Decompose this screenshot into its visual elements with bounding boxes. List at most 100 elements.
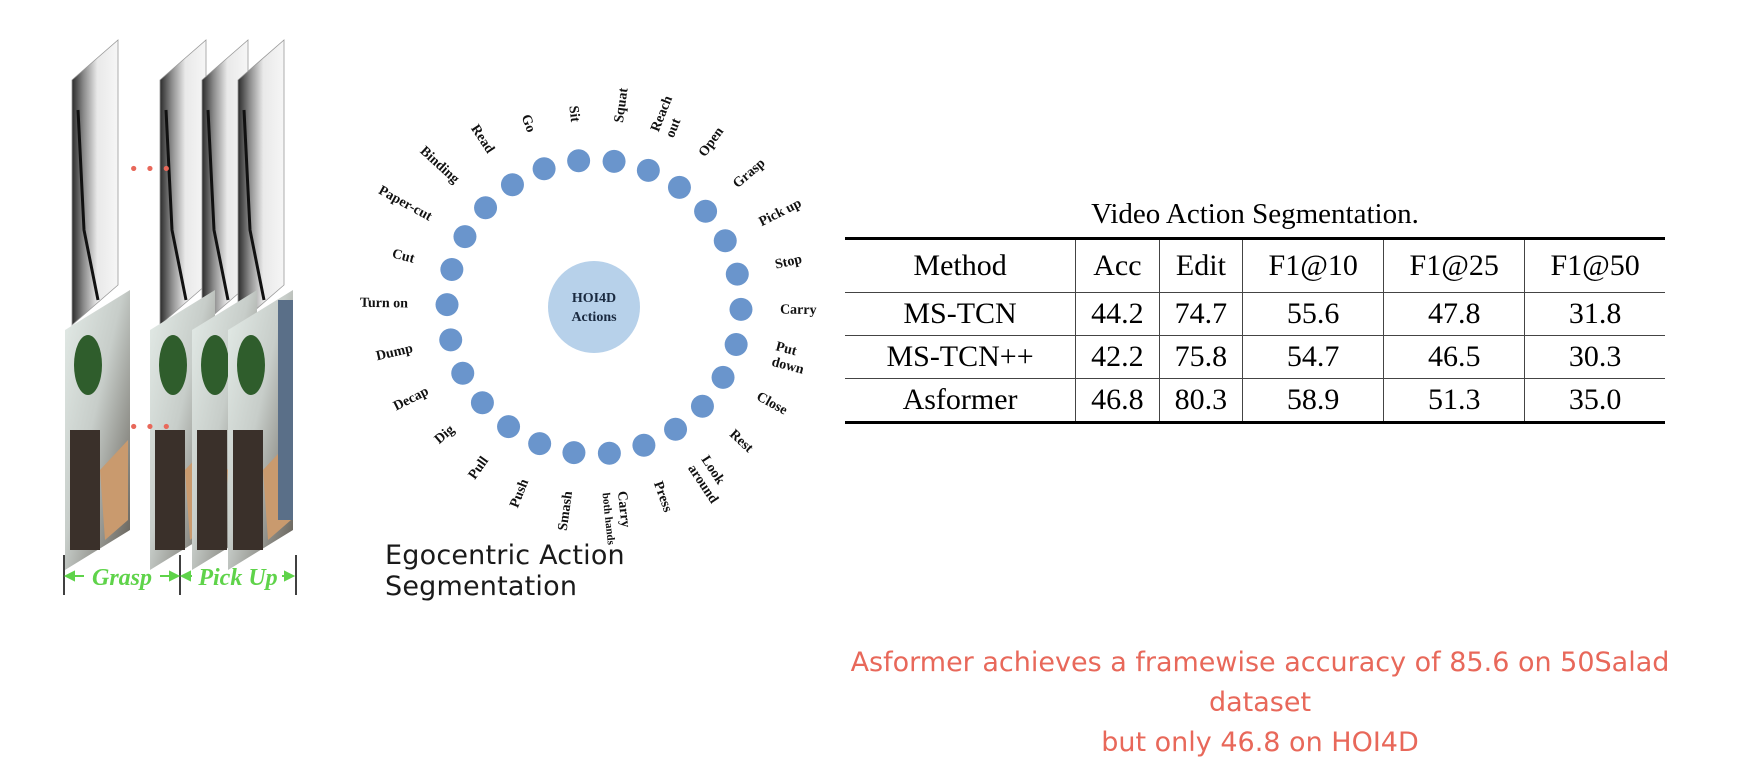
- action-dot: [725, 262, 749, 286]
- cell-f1-50: 31.8: [1524, 292, 1665, 336]
- action-label: Pick up: [757, 196, 805, 230]
- action-label: Grasp: [730, 156, 768, 192]
- action-dot: [562, 441, 586, 465]
- cell-edit: 80.3: [1158, 378, 1243, 423]
- action-label: Close: [754, 390, 790, 419]
- header-f1-10: F1@10: [1242, 238, 1384, 293]
- ellipsis-bottom: • • •: [128, 417, 171, 438]
- action-label-text: Turn on: [360, 296, 409, 312]
- action-label: Pull: [466, 454, 492, 482]
- cell-f1-10: 58.9: [1242, 378, 1384, 423]
- action-label-text: Close: [754, 390, 790, 419]
- action-dot: [532, 157, 556, 181]
- action-dot: [667, 175, 691, 199]
- action-label: Cut: [390, 247, 416, 267]
- segment-label-grasp: Grasp: [92, 565, 152, 591]
- action-label: Go: [518, 113, 538, 135]
- action-dot: [470, 391, 494, 415]
- results-table: Method Acc Edit F1@10 F1@25 F1@50 MS-TCN…: [845, 237, 1665, 424]
- cell-f1-10: 55.6: [1242, 292, 1384, 336]
- segment-arrows: [63, 570, 296, 582]
- depth-frame-2: [159, 39, 207, 326]
- action-dot: [500, 173, 524, 197]
- action-dot: [567, 149, 591, 173]
- action-label-text: Pick up: [757, 196, 805, 230]
- accuracy-note-line-2: but only 46.8 on HOI4D: [1101, 727, 1419, 758]
- depth-frame-3: [201, 39, 249, 326]
- action-label: Squat: [612, 87, 632, 124]
- action-label-text: Carry: [780, 303, 817, 319]
- action-label: Open: [696, 124, 727, 159]
- action-label-text: Stop: [774, 252, 804, 273]
- action-dot: [528, 432, 552, 456]
- cell-f1-50: 35.0: [1524, 378, 1665, 423]
- cell-f1-25: 47.8: [1383, 292, 1525, 336]
- wheel-caption: Egocentric Action Segmentation: [385, 540, 625, 602]
- action-label-text: Sit: [565, 105, 582, 123]
- cell-f1-50: 30.3: [1524, 335, 1665, 379]
- action-label-text: Smash: [556, 490, 576, 532]
- table-title: Video Action Segmentation.: [1091, 198, 1419, 230]
- action-dot: [694, 199, 718, 223]
- segment-label-pick-up: Pick Up: [197, 565, 277, 591]
- action-label: Paper-cut: [376, 183, 435, 224]
- action-label-text: Carry: [614, 490, 633, 528]
- action-label-text: Press: [650, 479, 675, 514]
- action-dot: [602, 149, 626, 173]
- header-acc: Acc: [1075, 238, 1160, 293]
- rgb-frame-1: [65, 290, 130, 570]
- ellipsis-top: • • •: [128, 159, 171, 180]
- action-dot: [690, 394, 714, 418]
- action-label: Rest: [726, 427, 756, 456]
- action-label-text: down: [770, 355, 806, 378]
- accuracy-note-line-1: Asformer achieves a framewise accuracy o…: [850, 647, 1670, 718]
- action-dot: [724, 332, 748, 356]
- cell-edit: 75.8: [1158, 335, 1243, 379]
- cell-f1-25: 51.3: [1383, 378, 1525, 423]
- cell-f1-10: 54.7: [1242, 335, 1384, 379]
- action-label-text: out: [663, 116, 684, 140]
- action-label: Read: [467, 122, 497, 156]
- action-label-text: Pull: [466, 454, 492, 482]
- action-label-text: Paper-cut: [376, 183, 435, 224]
- action-label-text: Dump: [375, 341, 415, 364]
- action-label: Carry: [780, 303, 817, 319]
- table-row: Asformer 46.8 80.3 58.9 51.3 35.0: [845, 378, 1665, 423]
- depth-frame-1: [71, 39, 119, 326]
- action-label-text: Binding: [417, 144, 462, 187]
- action-dot: [474, 196, 498, 220]
- action-label-text: Squat: [612, 87, 632, 124]
- action-label: Push: [507, 477, 532, 510]
- action-dot: [664, 417, 688, 441]
- accuracy-note: Asformer achieves a framewise accuracy o…: [820, 643, 1700, 763]
- action-dot: [711, 365, 735, 389]
- action-label-text: Decap: [391, 384, 431, 414]
- cell-f1-25: 46.5: [1383, 335, 1525, 379]
- wheel-center-label-2: Actions: [571, 310, 617, 325]
- header-f1-50: F1@50: [1524, 238, 1665, 293]
- cell-method: Asformer: [845, 378, 1076, 423]
- cell-acc: 42.2: [1075, 335, 1160, 379]
- action-label-text: Push: [507, 477, 532, 510]
- table-row: MS-TCN++ 42.2 75.8 54.7 46.5 30.3: [845, 335, 1665, 379]
- header-edit: Edit: [1158, 238, 1243, 293]
- segment-timeline: [63, 555, 297, 595]
- action-label-text: both hands: [599, 492, 616, 546]
- action-label: Press: [650, 479, 675, 514]
- action-dot: [636, 158, 660, 182]
- table-header-row: Method Acc Edit F1@10 F1@25 F1@50: [845, 238, 1665, 293]
- action-label-text: Rest: [726, 427, 756, 456]
- action-label: Smash: [556, 490, 576, 532]
- cell-method: MS-TCN: [903, 297, 1017, 330]
- action-dot: [440, 258, 464, 282]
- action-dot: [497, 415, 521, 439]
- cell-method: MS-TCN++: [845, 335, 1076, 379]
- action-dot: [713, 229, 737, 253]
- action-label: Binding: [417, 144, 462, 187]
- action-dot: [632, 433, 656, 457]
